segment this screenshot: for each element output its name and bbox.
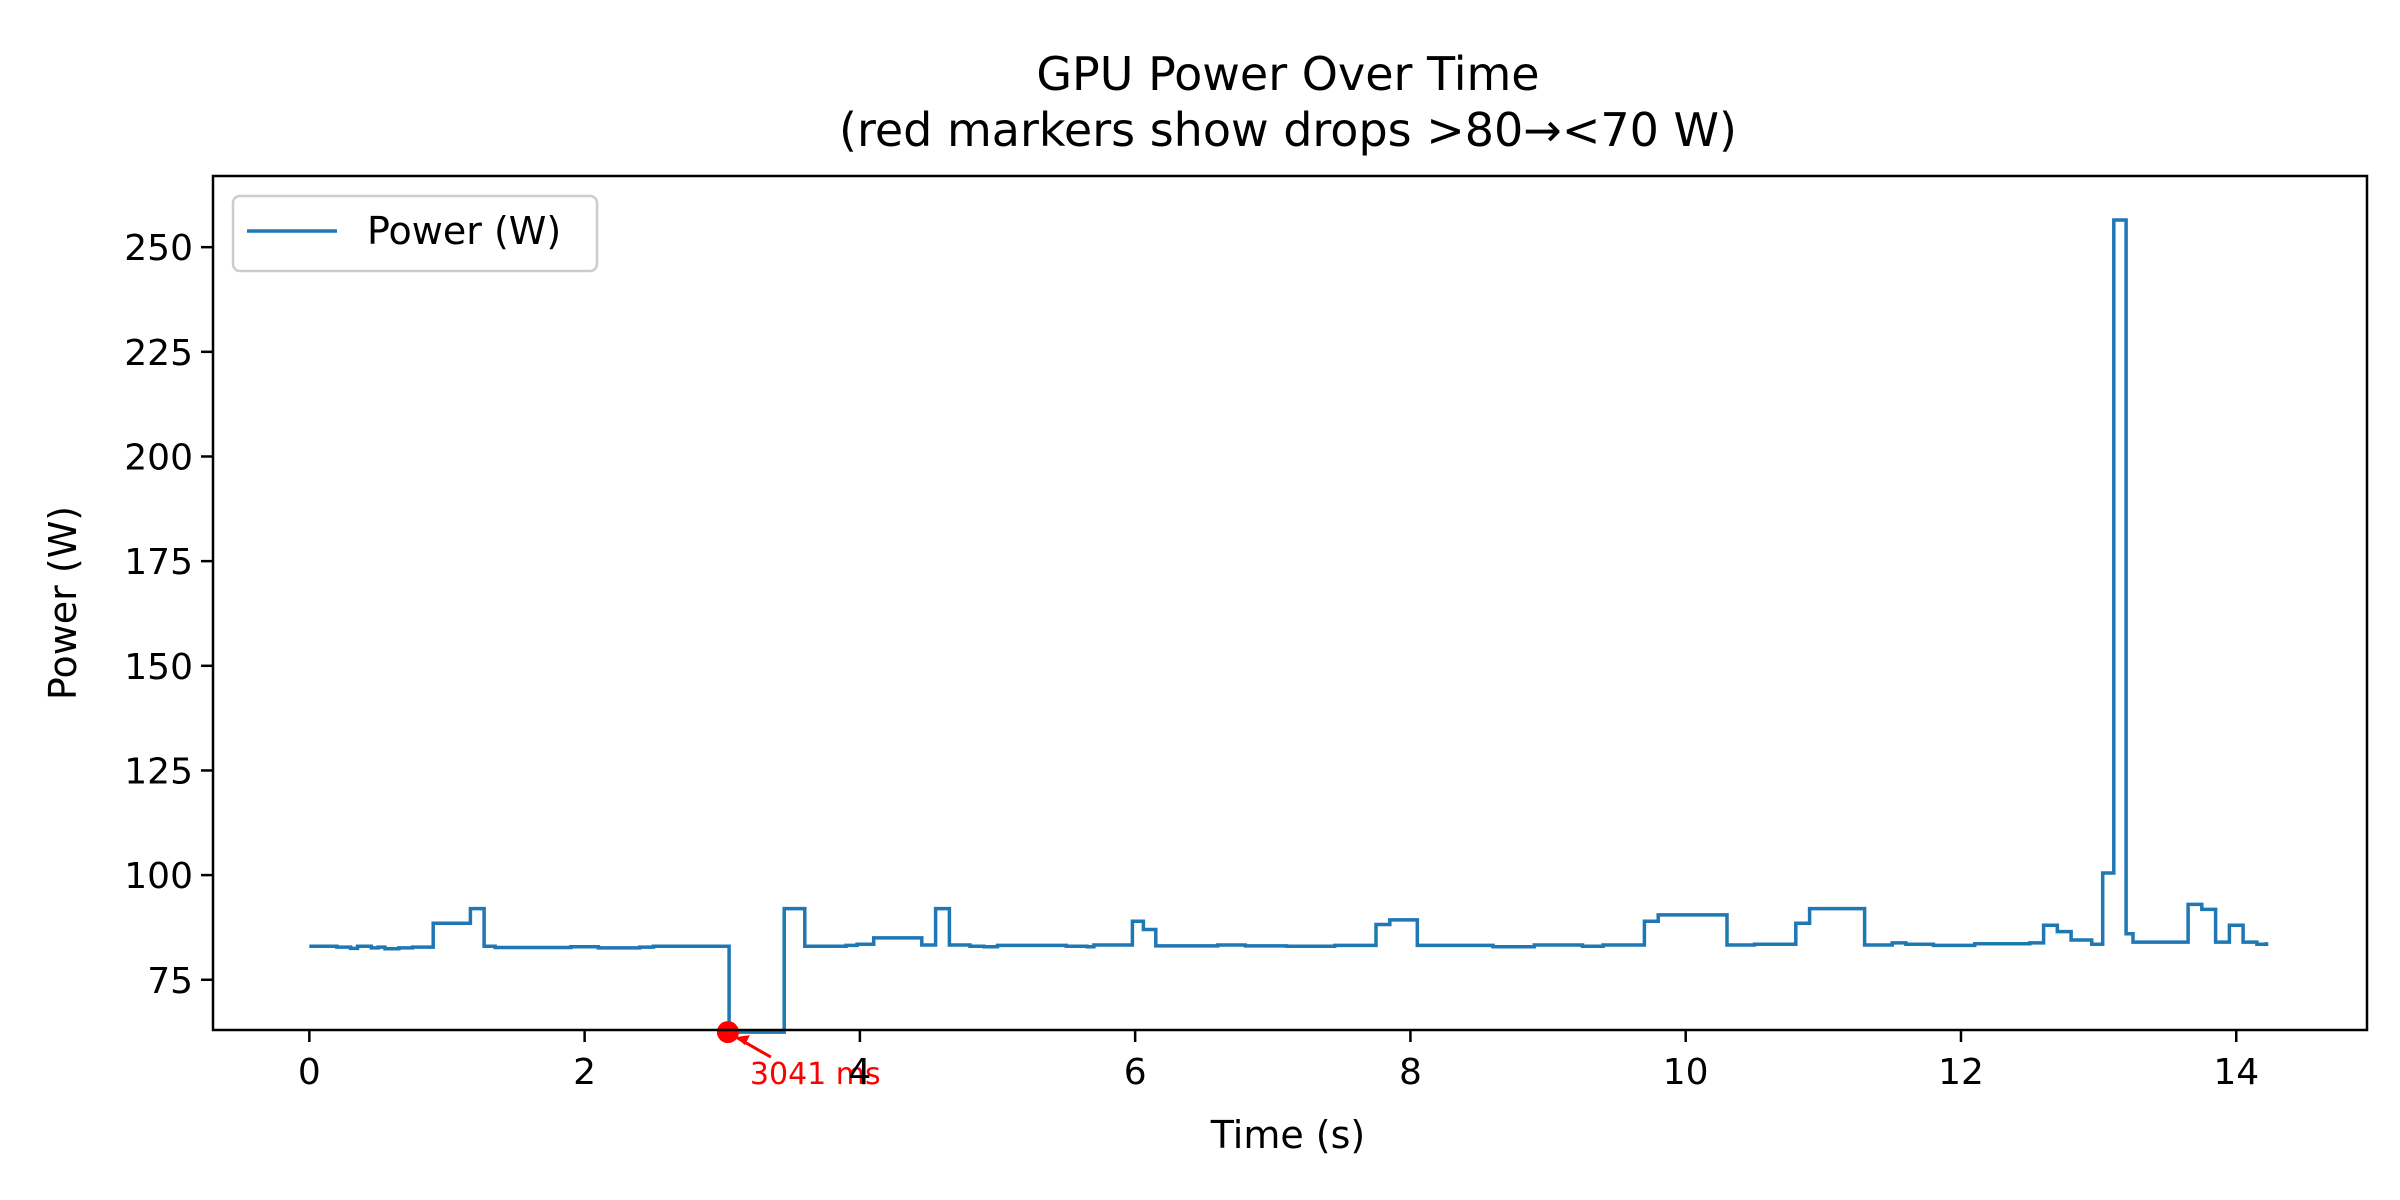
- x-tick-label: 14: [2213, 1052, 2259, 1093]
- y-tick-label: 75: [147, 961, 193, 1002]
- annotation-arrow-head: [735, 1035, 750, 1046]
- x-tick-label: 8: [1399, 1052, 1422, 1093]
- plot-area: 3041 ms 0 2 4 6 8 10 12 14 75 100 125 150 175 200 225 25…: [124, 174, 2369, 1093]
- x-tick-label: 10: [1663, 1052, 1709, 1093]
- legend-box: [231, 194, 599, 273]
- y-tick-label: 150: [124, 647, 193, 688]
- y-tick-label: 200: [124, 437, 193, 478]
- x-tick-label: 12: [1938, 1052, 1984, 1093]
- x-tick-label: 6: [1124, 1052, 1147, 1093]
- y-tick-label: 100: [124, 856, 193, 897]
- chart-title: GPU Power Over Time: [1036, 47, 1539, 101]
- series-line-power-w: [309, 218, 2269, 1034]
- legend-entry-power: Power (W): [367, 209, 561, 253]
- x-tick-label: 0: [298, 1052, 321, 1093]
- x-tick-label: 4: [848, 1052, 871, 1093]
- x-axis-label: Time (s): [1210, 1113, 1366, 1157]
- legend: Power (W): [231, 194, 599, 273]
- y-tick-label: 175: [124, 542, 193, 583]
- chart-subtitle: (red markers show drops >80→<70 W): [839, 103, 1737, 157]
- drop-marker: [716, 1021, 739, 1044]
- y-tick-label: 250: [124, 228, 193, 269]
- y-tick-label: 125: [124, 751, 193, 792]
- annotation-label: 3041 ms: [750, 1057, 881, 1092]
- x-tick-label: 2: [573, 1052, 596, 1093]
- axes-frame: [211, 174, 2369, 1032]
- y-axis-label: Power (W): [41, 506, 85, 700]
- y-tick-label: 225: [124, 333, 193, 374]
